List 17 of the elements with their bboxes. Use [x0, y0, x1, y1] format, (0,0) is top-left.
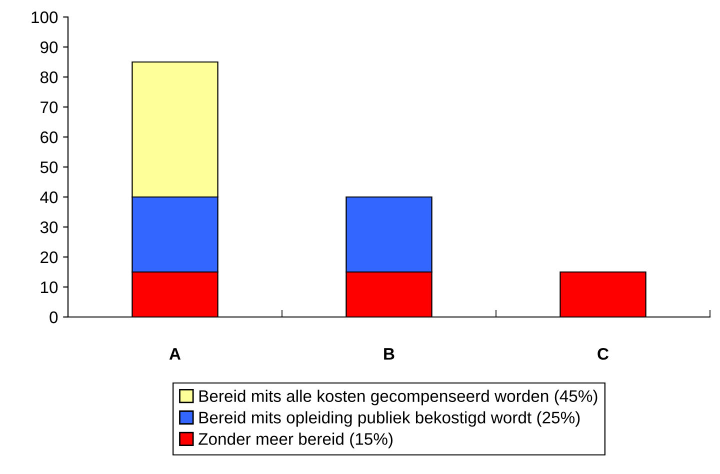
- y-tick-label: 0: [50, 311, 58, 324]
- y-tick-label: 80: [40, 71, 58, 84]
- y-tick-label: 30: [40, 221, 58, 234]
- y-tick-label: 90: [40, 41, 58, 54]
- x-tick-label: A: [169, 348, 181, 360]
- y-tick-label: 10: [41, 281, 58, 294]
- x-tick-label: C: [598, 348, 609, 360]
- y-tick-label: 60: [40, 131, 58, 144]
- x-tick-label: B: [384, 348, 394, 360]
- legend-label: Bereid mits opleiding publiek bekostigd wordt (25%): [199, 411, 580, 427]
- y-tick-label: 70: [40, 101, 58, 114]
- y-tick-label: 20: [40, 251, 58, 264]
- y-tick-label: 40: [40, 191, 58, 204]
- y-tick-label: 100: [32, 11, 58, 24]
- legend-label: Bereid mits alle kosten gecompenseerd worden (45%): [199, 390, 598, 406]
- y-tick-label: 50: [40, 161, 58, 174]
- legend-label: Zonder meer bereid (15%): [198, 432, 393, 448]
